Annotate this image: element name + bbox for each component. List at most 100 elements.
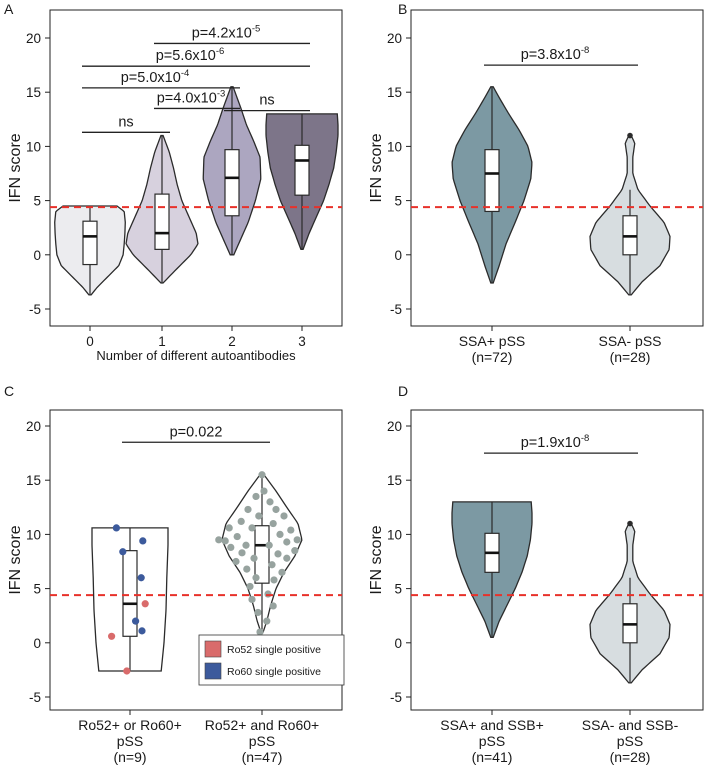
x-category-label-line2: pSS [249, 733, 275, 749]
box [122, 550, 138, 637]
data-point [252, 492, 260, 501]
y-tick-label: 15 [387, 85, 402, 100]
data-point [246, 582, 254, 591]
significance-label: ns [118, 114, 133, 130]
legend-label: Ro52 single positive [227, 644, 321, 656]
y-axis-title: IFN score [7, 133, 24, 202]
box [294, 144, 310, 196]
data-point [232, 557, 240, 566]
x-category-label: SSA+ pSS [459, 333, 526, 349]
x-category-label: Ro52+ or Ro60+ [78, 717, 182, 733]
box [82, 220, 98, 266]
data-point [237, 517, 245, 525]
data-point [269, 519, 277, 528]
data-point [280, 512, 288, 520]
x-tick-label: 0 [86, 334, 94, 349]
data-point [242, 541, 250, 549]
x-category-label: SSA+ and SSB+ [440, 717, 544, 733]
outlier-point [627, 520, 633, 527]
significance-exponent: -5 [252, 23, 260, 34]
data-point [270, 576, 278, 584]
box [224, 149, 240, 217]
plot-frame [410, 9, 704, 327]
x-category-n-label: (n=41) [472, 749, 513, 765]
data-point [258, 471, 266, 479]
significance-exponent: -3 [217, 88, 225, 99]
x-category-label: SSA- pSS [598, 333, 661, 349]
y-tick-label: -5 [390, 690, 402, 705]
y-axis-title: IFN score [7, 525, 24, 594]
data-point [269, 602, 277, 610]
y-tick-label: 15 [26, 473, 41, 488]
y-tick-label: 5 [394, 582, 402, 597]
data-point [260, 487, 268, 495]
data-point [243, 565, 251, 573]
y-tick-label: 5 [33, 582, 41, 597]
data-point [291, 547, 299, 555]
x-axis-title: Number of different autoantibodies [96, 348, 296, 363]
x-category-n-label: (n=28) [610, 749, 651, 765]
data-point [255, 512, 263, 520]
plot-frame [49, 9, 343, 327]
significance-exponent: -6 [216, 46, 224, 57]
significance-label: p=1.9x10-8 [521, 433, 590, 451]
outlier-point [627, 132, 633, 139]
data-point [283, 538, 291, 546]
data-point [119, 548, 127, 556]
data-point [266, 498, 274, 506]
data-point [112, 524, 120, 532]
data-point [138, 627, 146, 635]
x-tick-label: 2 [228, 334, 236, 349]
panel-letter: B [398, 1, 407, 17]
y-tick-label: 10 [26, 139, 41, 154]
x-category-n-label: (n=9) [113, 749, 146, 765]
y-tick-label: 0 [394, 248, 402, 263]
data-point [268, 561, 276, 569]
y-tick-label: -5 [390, 302, 402, 317]
significance-exponent: -8 [581, 45, 589, 56]
legend-label: Ro60 single positive [227, 666, 321, 678]
x-category-n-label: (n=47) [242, 749, 283, 765]
data-point [248, 524, 256, 532]
significance-label: p=4.2x10-5 [192, 23, 261, 41]
x-category-label-line2: pSS [117, 733, 143, 749]
data-point [139, 537, 147, 545]
data-point [221, 537, 229, 545]
data-point [137, 574, 145, 582]
data-point [278, 568, 286, 576]
panel-letter: A [4, 1, 14, 17]
y-axis-title: IFN score [368, 525, 385, 594]
plot-frame [49, 409, 343, 711]
y-tick-label: 0 [394, 636, 402, 651]
y-tick-label: -5 [29, 690, 41, 705]
data-point [272, 505, 280, 514]
data-point [233, 532, 241, 541]
significance-exponent: -4 [181, 68, 189, 79]
box [254, 525, 270, 584]
x-tick-label: 1 [158, 334, 166, 349]
significance-label: ns [259, 93, 274, 109]
data-point [123, 667, 131, 675]
y-tick-label: 15 [26, 85, 41, 100]
x-category-label-line2: pSS [617, 733, 643, 749]
data-point [108, 632, 116, 640]
y-tick-label: 0 [33, 636, 41, 651]
y-tick-label: 10 [387, 527, 402, 542]
data-point [248, 595, 256, 604]
data-point [283, 554, 291, 562]
data-point [265, 541, 273, 549]
y-tick-label: 5 [394, 194, 402, 209]
data-point [264, 590, 272, 598]
data-point [276, 530, 284, 539]
y-tick-label: 20 [26, 31, 41, 46]
x-category-label-line2: pSS [479, 733, 505, 749]
legend-swatch [204, 662, 222, 680]
x-tick-label: 3 [298, 334, 306, 349]
x-category-n-label: (n=72) [472, 349, 513, 365]
x-category-n-label: (n=28) [610, 349, 651, 365]
data-point [141, 600, 149, 608]
y-tick-label: 5 [33, 194, 41, 209]
